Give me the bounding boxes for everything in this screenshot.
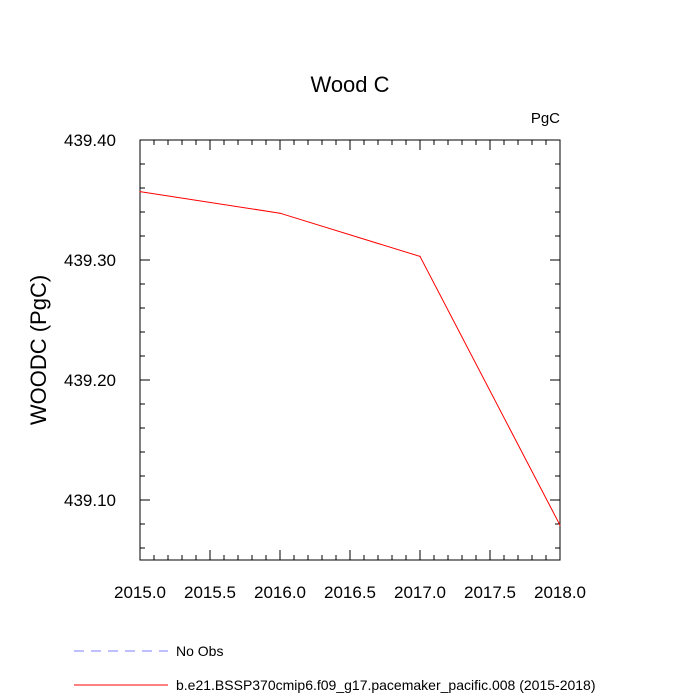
legend-label: b.e21.BSSP370cmip6.f09_g17.pacemaker_pac… [176, 677, 596, 693]
series-layer [139, 191, 561, 526]
legend-label: No Obs [176, 643, 223, 659]
plot-frame [139, 139, 561, 561]
data-point [139, 191, 141, 193]
x-tick-label: 2017.0 [394, 583, 446, 602]
data-point [559, 524, 561, 526]
data-point [419, 255, 421, 257]
y-tick-label: 439.10 [64, 491, 116, 510]
x-tick-label: 2016.5 [324, 583, 376, 602]
data-point [279, 212, 281, 214]
legend: No Obs b.e21.BSSP370cmip6.f09_g17.pacemak… [74, 643, 596, 693]
y-axis-label: WOODC (PgC) [26, 275, 51, 425]
chart-title: Wood C [310, 72, 389, 97]
x-tick-label: 2016.0 [254, 583, 306, 602]
series-line [139, 191, 561, 526]
x-tick-label: 2015.0 [114, 583, 166, 602]
y-tick-label: 439.40 [64, 131, 116, 150]
units-label: PgC [531, 110, 560, 127]
x-tick-label: 2017.5 [464, 583, 516, 602]
x-tick-label: 2015.5 [184, 583, 236, 602]
x-tick-label: 2018.0 [534, 583, 586, 602]
x-axis-ticks: 2015.0 2015.5 2016.0 2016.5 2017.0 2017.5 2018… [114, 140, 586, 602]
y-axis-ticks: 439.10 439.20 439.30 439.40 [64, 131, 560, 549]
y-tick-label: 439.30 [64, 251, 116, 270]
y-tick-label: 439.20 [64, 371, 116, 390]
